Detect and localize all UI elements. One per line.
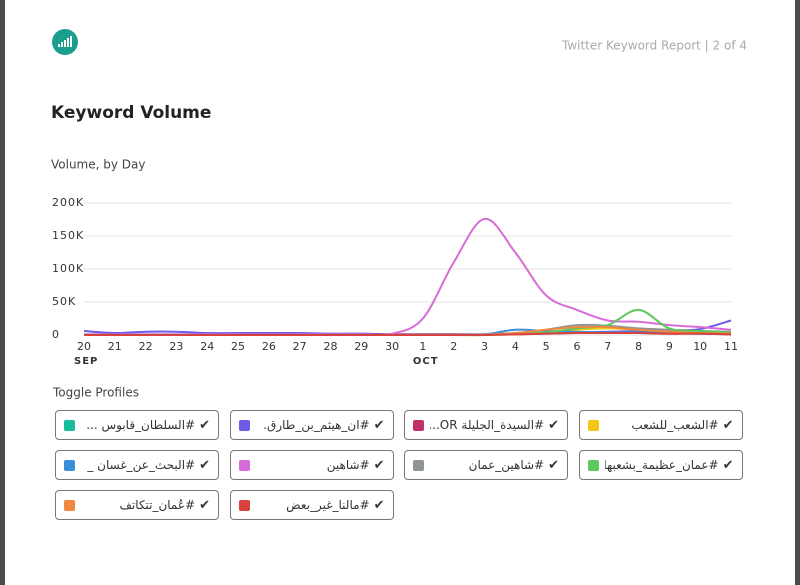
- x-tick-label: 7: [604, 340, 611, 353]
- x-tick-label: 29: [354, 340, 368, 353]
- x-tick-label: 2: [450, 340, 457, 353]
- report-page-label: Twitter Keyword Report | 2 of 4: [561, 39, 747, 53]
- legend-swatch: [238, 459, 250, 471]
- legend-toggle[interactable]: #البحث_عن_غسان _ ✔: [55, 450, 219, 480]
- legend-label: #عُمان_تتكاتف: [119, 498, 196, 512]
- x-tick-label: 1: [419, 340, 426, 353]
- section-title: Keyword Volume: [51, 103, 211, 123]
- legend-toggle[interactable]: #الشعب_للشعب ✔: [578, 410, 743, 440]
- x-tick-label: 24: [200, 340, 214, 353]
- legend-toggle[interactable]: #عمان_عظيمة_بشعبها ✔: [578, 450, 743, 480]
- x-group-label: SEP: [74, 356, 98, 367]
- x-tick-label: 4: [512, 340, 519, 353]
- chart: Twitter Keyword Report | 2 of 4 Keyword …: [51, 29, 747, 400]
- check-icon: ✔: [722, 417, 734, 433]
- legend-swatch: [64, 499, 75, 511]
- legend-label: #الشعب_للشعب: [631, 418, 719, 432]
- x-tick-label: 27: [293, 340, 307, 353]
- check-icon: ✔: [199, 457, 210, 473]
- y-tick-label: 100K: [52, 262, 84, 275]
- check-icon: ✔: [373, 457, 385, 473]
- check-icon: ✔: [722, 457, 734, 473]
- legend-swatch: [413, 419, 424, 431]
- x-group-label: OCT: [413, 356, 439, 367]
- check-icon: ✔: [199, 417, 210, 433]
- legend-swatch: [238, 419, 250, 431]
- x-tick-label: 28: [323, 340, 337, 353]
- legend-swatch: [587, 459, 599, 471]
- legend-label: #مالنا_غير_بعض: [286, 498, 370, 512]
- check-icon: ✔: [199, 497, 210, 513]
- x-tick-label: 26: [262, 340, 276, 353]
- x-tick-label: 21: [108, 340, 122, 353]
- x-tick-label: 23: [169, 340, 183, 353]
- legend-swatch: [64, 419, 75, 431]
- y-tick-label: 0: [52, 328, 60, 341]
- legend-toggle[interactable]: #عُمان_تتكاتف ✔: [55, 490, 219, 520]
- x-tick-label: 30: [385, 340, 399, 353]
- x-tick-label: 3: [481, 340, 488, 353]
- chart-subtitle: Volume, by Day: [51, 158, 146, 172]
- y-tick-label: 150K: [52, 229, 84, 242]
- check-icon: ✔: [548, 457, 559, 473]
- legend-toggle[interactable]: #مالنا_غير_بعض ✔: [229, 490, 394, 520]
- report-page: Twitter Keyword Report | 2 of 4 Keyword …: [5, 0, 795, 585]
- legend-label: #السيدة_الجليلة OR...: [430, 418, 545, 432]
- x-tick-label: 10: [693, 340, 707, 353]
- series-line: [84, 331, 732, 337]
- legend-label: #البحث_عن_غسان _: [87, 458, 196, 472]
- legend-label: #شاهين: [326, 458, 370, 472]
- check-icon: ✔: [373, 497, 385, 513]
- x-tick-label: 8: [635, 340, 642, 353]
- x-tick-label: 6: [573, 340, 580, 353]
- logo-icon: [58, 36, 72, 47]
- y-tick-label: 200K: [52, 196, 84, 209]
- y-tick-label: 50K: [52, 295, 76, 308]
- x-tick-label: 22: [139, 340, 153, 353]
- legend-label: #عمان_عظيمة_بشعبها: [604, 458, 719, 472]
- legend-toggle[interactable]: #السلطان_قابوس ... ✔: [55, 410, 219, 440]
- x-tick-label: 9: [666, 340, 673, 353]
- legend-swatch: [587, 419, 599, 431]
- legend-toggle[interactable]: #ان_هيثم_بن_طارق. ✔: [229, 410, 394, 440]
- legend-label: #ان_هيثم_بن_طارق.: [263, 418, 370, 432]
- x-tick-label: 5: [543, 340, 550, 353]
- legend-label: #السلطان_قابوس ...: [86, 418, 196, 432]
- legend-toggle[interactable]: #شاهين ✔: [229, 450, 394, 480]
- legend-swatch: [64, 459, 75, 471]
- check-icon: ✔: [548, 417, 559, 433]
- legend-toggle[interactable]: #السيدة_الجليلة OR...✔: [404, 410, 568, 440]
- x-tick-label: 11: [724, 340, 738, 353]
- legend-title: Toggle Profiles: [52, 386, 139, 400]
- legend-swatch: [413, 459, 424, 471]
- x-tick-label: 20: [77, 340, 91, 353]
- legend-toggle[interactable]: #شاهين_عمان ✔: [404, 450, 568, 480]
- legend-swatch: [238, 499, 250, 511]
- x-tick-label: 25: [231, 340, 245, 353]
- legend-label: #شاهين_عمان: [468, 458, 545, 472]
- check-icon: ✔: [373, 417, 385, 433]
